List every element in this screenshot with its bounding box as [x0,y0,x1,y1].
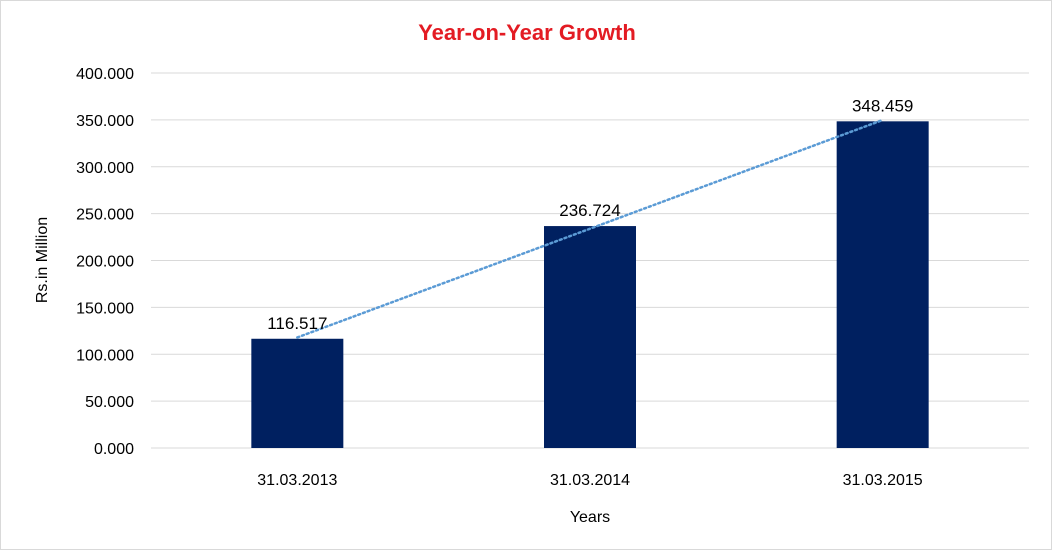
bar [544,226,636,448]
x-tick-label: 31.03.2015 [843,472,923,489]
y-tick-label: 0.000 [94,441,134,458]
bar [251,338,344,448]
y-tick-label: 300.000 [76,160,134,177]
data-label: 116.517 [267,314,327,333]
y-tick-label: 150.000 [76,300,134,317]
y-axis-title: Rs.in Million [34,217,51,303]
x-tick-label: 31.03.2014 [550,472,630,489]
y-tick-label: 350.000 [76,113,134,130]
data-labels: 116.517 236.724 348.459 [267,96,913,332]
trendline [296,118,884,339]
x-tick-label: 31.03.2013 [257,472,337,489]
y-tick-label: 400.000 [76,66,134,83]
chart-title: Year-on-Year Growth [418,20,636,45]
y-axis-ticks: 0.000 50.000 100.000 150.000 200.000 250.000 3… [76,66,134,458]
bar [836,121,929,448]
data-label: 348.459 [852,96,913,115]
bars [251,121,929,448]
y-tick-label: 200.000 [76,254,134,271]
x-axis-title: Years [570,509,610,526]
data-label: 236.724 [559,201,620,220]
y-tick-label: 50.000 [85,394,134,411]
y-tick-label: 250.000 [76,207,134,224]
x-axis-ticks: 31.03.2013 31.03.2014 31.03.2015 [257,472,923,489]
trendline-line [296,118,884,339]
y-tick-label: 100.000 [76,347,134,364]
